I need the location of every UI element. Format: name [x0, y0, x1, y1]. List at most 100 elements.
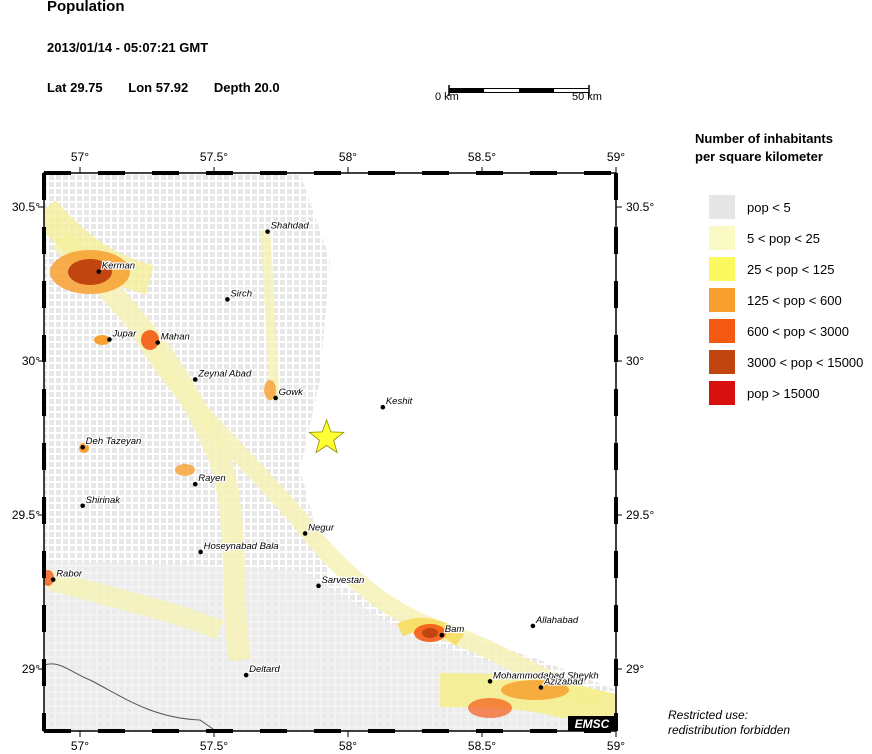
epicenter-star-icon — [308, 418, 345, 454]
legend-swatch — [709, 257, 735, 281]
scale-bar — [448, 85, 590, 96]
city-marker: Azizabad — [538, 675, 585, 690]
city-label: Jupar — [111, 328, 137, 339]
legend-swatch — [709, 288, 735, 312]
legend-item: pop < 5 — [709, 195, 791, 219]
city-label: Gowk — [279, 387, 305, 398]
lat-tick-label-right: 29.5° — [626, 508, 654, 522]
city-marker: Deh Tazeyan — [80, 435, 142, 450]
city-dot — [50, 577, 56, 582]
lon-tick-label-bottom: 58.5° — [468, 739, 496, 753]
legend-label: 3000 < pop < 15000 — [747, 354, 864, 370]
city-label: Keshit — [386, 396, 413, 407]
city-marker: Sirch — [225, 287, 253, 302]
city-label: Shirinak — [86, 495, 122, 506]
legend-label: pop < 5 — [747, 199, 791, 215]
city-marker: Sarvestan — [316, 574, 365, 589]
city-marker: Mohammodabad Sheykh — [487, 669, 600, 684]
city-dot — [225, 297, 230, 302]
city-marker: Rayen — [192, 472, 227, 487]
city-label: Hoseynabad Bala — [204, 541, 279, 552]
city-marker: Negur — [302, 521, 336, 536]
city-dot — [243, 672, 249, 678]
city-dot — [192, 377, 198, 382]
legend-item: 25 < pop < 125 — [709, 257, 834, 281]
city-dot — [265, 229, 270, 234]
legend-swatch — [709, 195, 735, 219]
scale-end-label: 50 km — [572, 91, 602, 103]
usage-note-line-2: redistribution forbidden — [668, 723, 791, 737]
lon-tick-label-top: 58.5° — [468, 150, 496, 164]
city-dot — [155, 340, 161, 345]
emsc-badge-label: EMSC — [575, 717, 610, 731]
legend-label: pop > 15000 — [747, 385, 820, 401]
lon-tick-label-top: 59° — [607, 150, 625, 164]
city-label: Deh Tazeyan — [86, 436, 142, 447]
city-marker: Gowk — [273, 386, 305, 401]
legend-item: 600 < pop < 3000 — [709, 319, 849, 343]
lat-tick-label-left: 30° — [22, 354, 40, 368]
map-title: Population — [47, 0, 125, 15]
lat-tick-label-right: 30.5° — [626, 200, 654, 214]
lat-tick-label-left: 30.5° — [12, 200, 40, 214]
legend-title: Number of inhabitants per square kilomet… — [695, 130, 833, 166]
legend-label: 600 < pop < 3000 — [747, 323, 849, 339]
city-dot — [380, 404, 386, 410]
city-label: Mohammodabad Sheykh — [493, 670, 599, 681]
city-dot — [273, 395, 278, 401]
city-dot — [96, 269, 102, 274]
legend-swatch — [709, 350, 735, 374]
city-marker: Rabor — [50, 568, 84, 582]
scale-start-label: 0 km — [435, 91, 459, 103]
city-marker: Bam — [439, 623, 466, 638]
city-dot — [439, 632, 445, 638]
city-dot — [198, 549, 203, 555]
legend-label: 125 < pop < 600 — [747, 292, 842, 308]
city-label: Bam — [445, 624, 465, 635]
lat-tick-label-right: 30° — [626, 354, 644, 368]
legend-item: 3000 < pop < 15000 — [709, 350, 863, 374]
city-label: Kerman — [102, 261, 135, 272]
city-dot — [302, 531, 308, 536]
city-marker: Kerman — [96, 260, 136, 274]
city-dot — [316, 583, 321, 589]
city-label: Rabor — [56, 569, 83, 580]
lon-tick-label-bottom: 57° — [71, 739, 89, 753]
legend-title-line-2: per square kilometer — [695, 149, 823, 164]
city-label: Shahdad — [271, 221, 310, 232]
legend-label: 25 < pop < 125 — [747, 261, 835, 277]
usage-note-line-1: Restricted use: — [668, 708, 749, 722]
city-label: Azizabad — [543, 676, 584, 687]
city-dot — [538, 685, 544, 690]
city-label: Mahan — [161, 332, 190, 343]
event-coordinates: Lat 29.75 Lon 57.92 Depth 20.0 — [47, 80, 302, 95]
city-dot — [107, 337, 112, 342]
city-label: Deltard — [249, 664, 280, 675]
city-dot — [487, 679, 493, 684]
lat-tick-label-left: 29.5° — [12, 508, 40, 522]
emsc-badge: EMSC — [568, 716, 616, 731]
city-label: Rayen — [198, 473, 225, 484]
city-marker: Zeynal Abad — [192, 367, 253, 382]
lon-tick-label-bottom: 58° — [339, 739, 357, 753]
city-label: Negur — [308, 522, 335, 533]
city-marker: Shahdad — [265, 220, 310, 234]
grid-labels: 57° 57° 57.5° 57.5° 58° 58° 58.5° 58.5° 59° 59° 30… — [12, 150, 655, 753]
legend-label: 5 < pop < 25 — [747, 230, 821, 246]
population-density-layer — [44, 173, 616, 731]
city-marker: Allahabad — [530, 614, 580, 629]
lon-tick-label-top: 58° — [339, 150, 357, 164]
lat-tick-label-right: 29° — [626, 662, 644, 676]
legend-item: 125 < pop < 600 — [709, 288, 842, 312]
city-dot — [80, 503, 85, 509]
city-dot — [192, 481, 198, 487]
lon-tick-label-top: 57.5° — [200, 150, 228, 164]
epicenter-star — [308, 418, 345, 454]
longitude-label: Lon 57.92 — [128, 80, 189, 95]
legend-item: pop > 15000 — [709, 381, 820, 405]
legend-swatch — [709, 319, 735, 343]
city-dot — [80, 444, 85, 450]
lon-tick-label-bottom: 57.5° — [200, 739, 228, 753]
lat-tick-label-left: 29° — [22, 662, 40, 676]
